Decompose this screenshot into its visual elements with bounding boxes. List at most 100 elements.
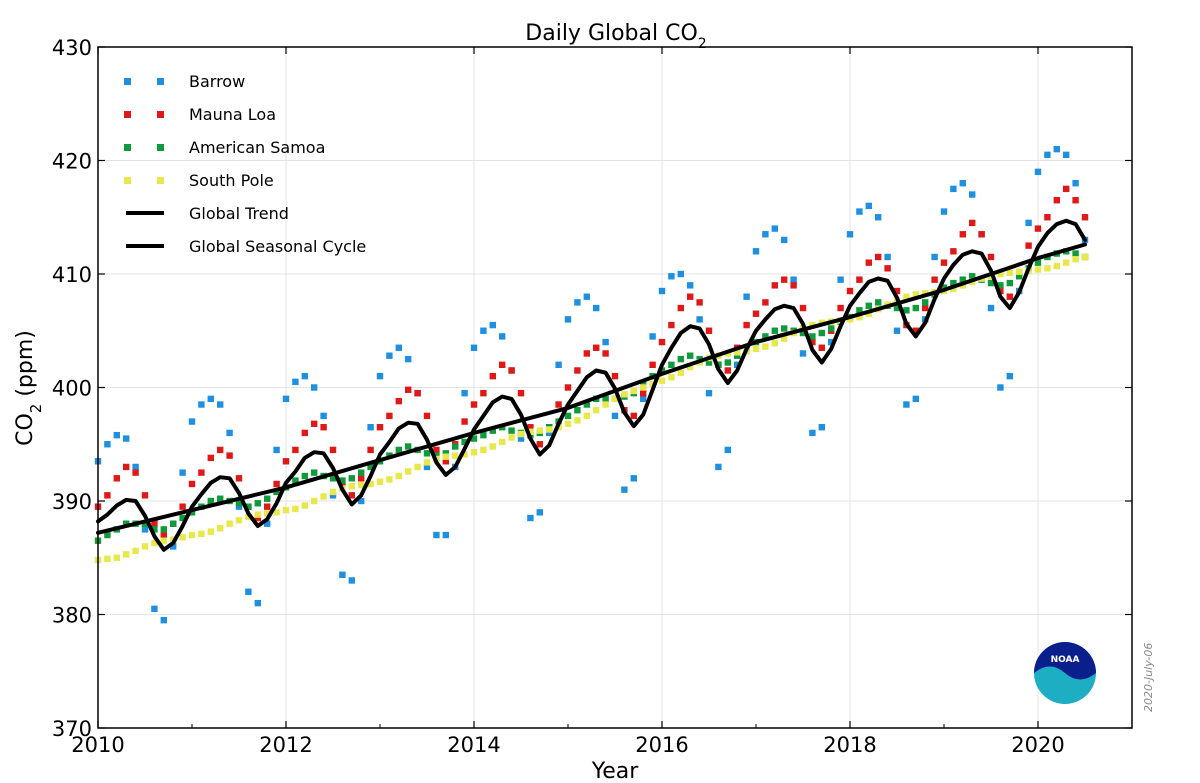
data-point-mauna-loa [395,397,402,405]
data-point-mauna-loa [771,282,778,289]
data-point-mauna-loa [132,469,139,476]
data-point-mauna-loa [846,287,854,295]
data-point-mauna-loa [818,344,825,351]
data-point-south-pole [677,369,684,376]
data-point-american-samoa [273,488,280,496]
data-point-barrow [329,492,337,499]
data-point-mauna-loa [705,327,713,334]
data-point-mauna-loa [687,293,694,300]
data-point-south-pole [734,349,741,356]
data-point-south-pole [348,483,355,490]
data-point-barrow [113,431,120,439]
data-point-mauna-loa [311,420,318,428]
data-point-mauna-loa [602,350,609,357]
noaa-logo-bird [1034,642,1096,680]
data-point-mauna-loa [658,338,666,346]
data-point-american-samoa [1034,259,1042,266]
data-point-mauna-loa [611,372,619,380]
data-point-barrow [715,463,722,471]
data-point-american-samoa [950,279,957,287]
data-point-south-pole [630,387,637,395]
data-point-south-pole [668,374,675,381]
data-point-mauna-loa [423,412,431,420]
data-point-south-pole [517,430,525,438]
data-point-american-samoa [893,304,901,312]
data-point-south-pole [856,313,863,321]
data-point-barrow [912,395,919,403]
data-point-mauna-loa [348,492,355,499]
data-point-mauna-loa [141,492,149,499]
series-global-seasonal-cycle [96,218,1087,552]
data-point-american-samoa [264,495,271,502]
legend-label: Barrow [189,72,245,91]
data-point-south-pole [207,528,214,535]
data-point-south-pole [188,531,196,539]
data-point-south-pole [104,555,111,563]
data-point-south-pole [611,395,619,403]
data-point-barrow [320,412,327,420]
legend-item-mauna-loa: Mauna Loa [124,105,276,124]
data-point-mauna-loa [1025,242,1032,249]
data-point-mauna-loa [527,424,534,431]
data-point-american-samoa [1006,279,1013,287]
data-point-south-pole [480,446,487,454]
data-point-mauna-loa [254,514,261,522]
data-point-south-pole [1034,266,1042,273]
data-point-american-samoa [123,520,130,527]
data-point-south-pole [235,517,243,524]
data-point-barrow [235,503,243,510]
legend-label: Global Seasonal Cycle [189,237,366,256]
data-point-barrow [311,384,318,391]
data-point-american-samoa [799,329,807,337]
data-point-barrow [480,327,487,334]
data-point-mauna-loa [922,304,929,312]
date-stamp: 2020-July-06 [1142,643,1155,712]
data-point-barrow [640,395,647,403]
data-point-south-pole [442,453,449,460]
data-point-south-pole [320,493,327,500]
legend-item-american-samoa: American Samoa [124,138,325,157]
data-point-south-pole [1006,269,1013,277]
data-point-south-pole [621,391,628,398]
data-point-barrow [865,202,872,210]
data-point-south-pole [1016,268,1023,275]
data-point-south-pole [141,543,149,550]
data-point-mauna-loa [301,429,308,437]
data-point-american-samoa [705,359,713,366]
data-point-barrow [602,338,609,346]
data-point-south-pole [151,539,158,547]
data-point-barrow [1063,151,1070,159]
data-point-mauna-loa [781,276,788,283]
data-point-american-samoa [329,475,337,482]
data-point-mauna-loa [677,304,684,312]
data-point-barrow [959,180,966,187]
data-point-south-pole [264,510,271,517]
data-point-barrow [611,412,619,420]
data-point-barrow [339,571,346,578]
data-point-barrow [226,429,233,437]
data-point-barrow [630,475,637,482]
data-point-american-samoa [668,361,675,368]
data-point-mauna-loa [188,480,196,488]
legend-marker [157,111,164,118]
legend-marker [124,111,131,118]
data-point-south-pole [593,407,600,414]
data-point-barrow [188,418,196,425]
legend-label: South Pole [189,171,274,190]
data-point-barrow [668,273,675,280]
data-point-barrow [245,588,252,595]
data-point-barrow [687,282,694,289]
data-point-south-pole [687,363,694,371]
legend-item-global-trend: Global Trend [126,204,289,223]
data-point-barrow [1044,151,1051,159]
data-point-south-pole [179,534,186,541]
data-point-south-pole [198,530,205,538]
data-point-american-samoa [104,531,111,539]
data-point-south-pole [649,380,656,388]
x-axis-title: Year [591,759,640,783]
legend-marker [124,78,131,85]
data-point-south-pole [395,472,402,480]
data-point-south-pole [658,377,666,384]
data-point-south-pole [160,537,167,544]
data-point-south-pole [762,343,769,350]
